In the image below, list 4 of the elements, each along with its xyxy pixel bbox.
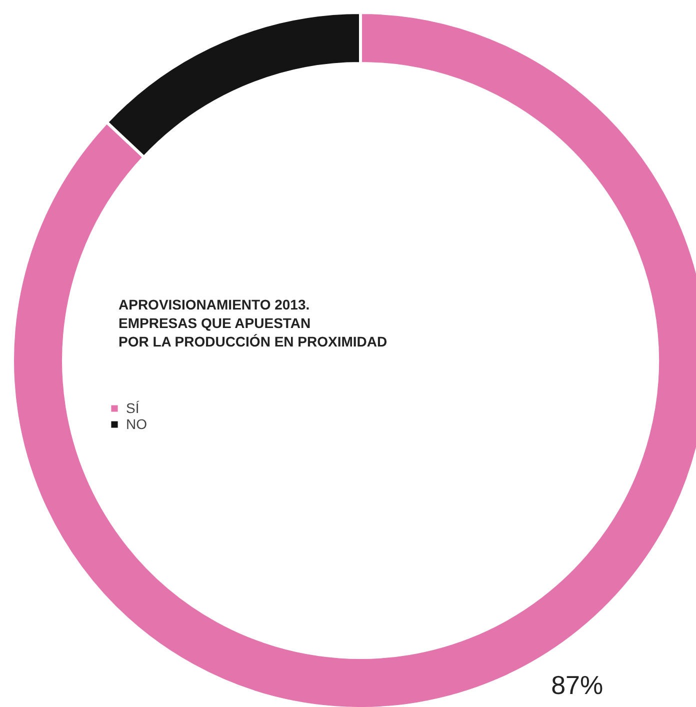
legend-label: SÍ <box>126 400 140 416</box>
data-label: 87% <box>551 670 604 700</box>
text: APROVISIONAMIENTO 2013. EMPRESAS QUE APUESTAN POR LA PRODUCCIÓN EN PROXIMIDAD <box>118 296 388 350</box>
legend-label: NO <box>126 416 147 432</box>
